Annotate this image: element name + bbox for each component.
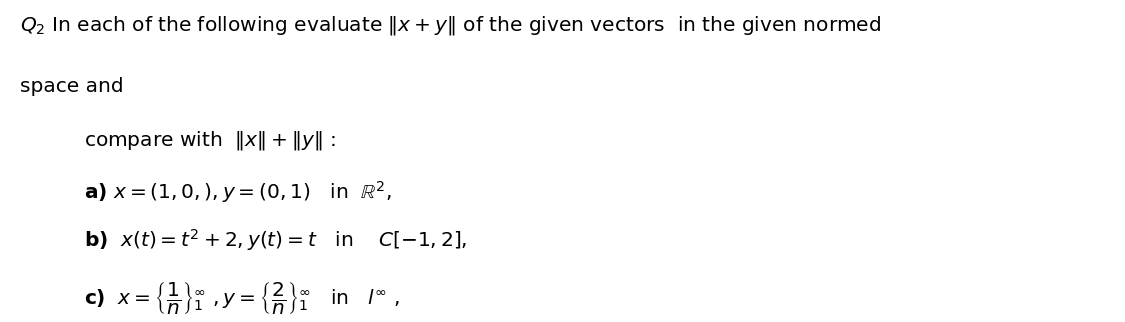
Text: $\mathbf{a)}$ $x = (1, 0,), y = (0 ,1)$   in  $\mathbb{R}^2$,: $\mathbf{a)}$ $x = (1, 0,), y = (0 ,1)$ … (84, 179, 391, 204)
Text: $\mathbf{c)}$  $x = \left\{\dfrac{1}{n}\right\}_{1}^{\infty}$ $,y = \left\{\dfra: $\mathbf{c)}$ $x = \left\{\dfrac{1}{n}\r… (84, 280, 400, 316)
Text: space and: space and (20, 77, 124, 96)
Text: compare with  $\|x\| + \|y\|$ :: compare with $\|x\| + \|y\|$ : (84, 129, 336, 152)
Text: $\mathbf{b)}$  $x(t) = t^2 + 2 ,y(t) = t$   in    $C[-1 , 2]$,: $\mathbf{b)}$ $x(t) = t^2 + 2 ,y(t) = t$… (84, 227, 468, 253)
Text: $\boldsymbol{Q_2}$ In each of the following evaluate $\|x + y\|$ of the given ve: $\boldsymbol{Q_2}$ In each of the follow… (20, 14, 882, 37)
